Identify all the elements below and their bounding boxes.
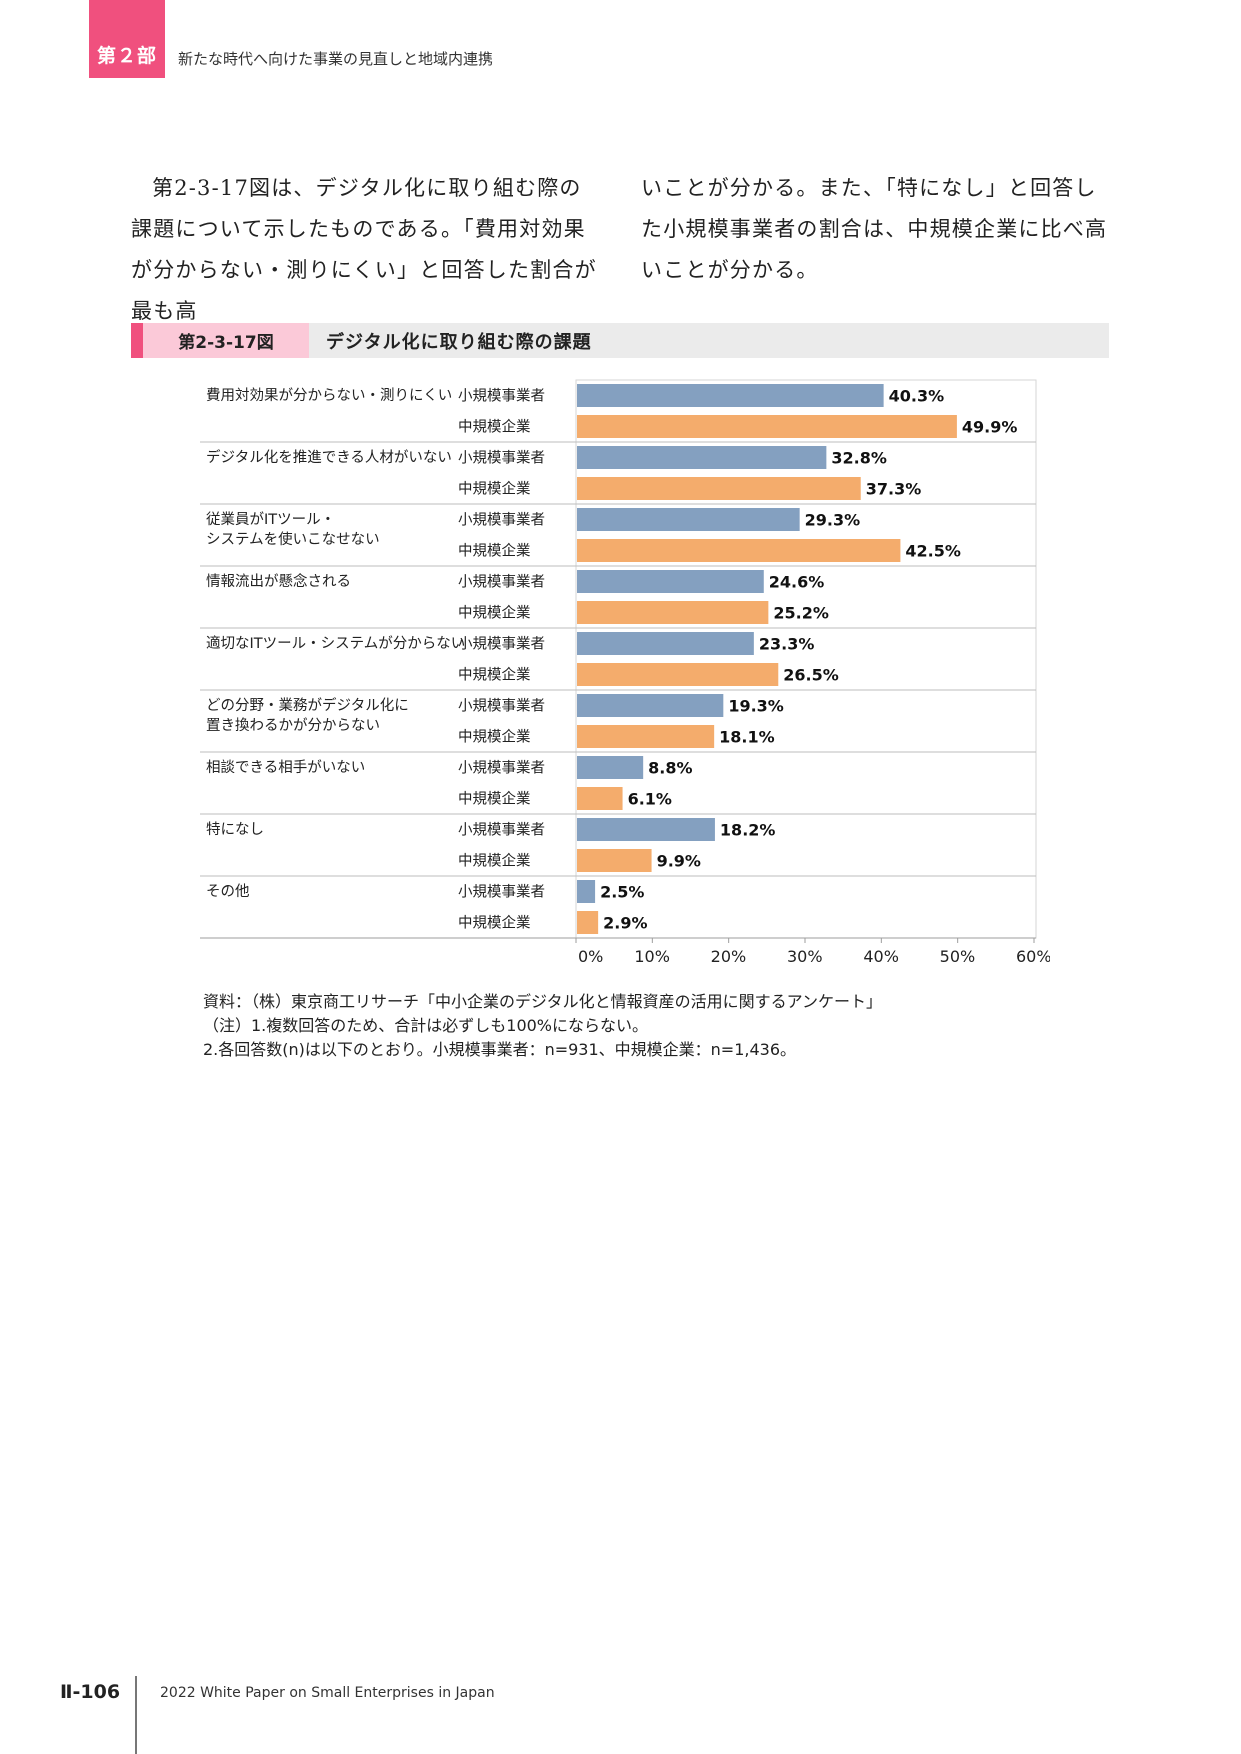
bar [577, 911, 599, 934]
category-label: 情報流出が懸念される [206, 572, 351, 590]
category-label: どの分野・業務がデジタル化に [206, 696, 409, 714]
category-label: 特になし [206, 821, 264, 838]
bar [577, 477, 861, 500]
series-label: 中規模企業 [458, 542, 531, 560]
footer-title: 2022 White Paper on Small Enterprises in… [160, 1685, 495, 1701]
x-tick-label: 0% [578, 947, 603, 966]
series-label: 小規模事業者 [458, 760, 545, 777]
x-tick-label: 40% [863, 947, 899, 966]
part-title: 新たな時代へ向けた事業の見直しと地域内連携 [178, 50, 494, 68]
category-label: 費用対効果が分からない・測りにくい [206, 387, 452, 404]
bar [577, 663, 779, 686]
bar [577, 818, 715, 841]
bar [577, 694, 724, 717]
bar [577, 384, 884, 407]
data-label: 24.6% [769, 573, 825, 592]
body-text-right: いことが分かる。また、「特になし」と回答した小規模事業者の割合は、中規模企業に比… [641, 176, 1108, 282]
data-label: 25.2% [773, 604, 829, 623]
category-label: システムを使いこなせない [206, 531, 380, 548]
notes: 資料：（株）東京商工リサーチ「中小企業のデジタル化と情報資産の活用に関するアンケ… [203, 990, 882, 1062]
bar [577, 756, 644, 779]
category-label: 従業員がITツール・ [206, 511, 335, 528]
bar [577, 570, 764, 593]
bar [577, 849, 652, 872]
x-tick-label: 60% [1016, 947, 1050, 966]
category-label: 置き換わるかが分からない [206, 717, 380, 734]
figure-header: 第2-3-17図 デジタル化に取り組む際の課題 [131, 323, 1109, 358]
data-label: 32.8% [831, 449, 887, 468]
category-label: 適切なITツール・システムが分からない [206, 634, 465, 652]
figure-accent-bar [131, 323, 143, 358]
bar [577, 787, 623, 810]
source-note: 資料：（株）東京商工リサーチ「中小企業のデジタル化と情報資産の活用に関するアンケ… [203, 992, 883, 1011]
series-label: 中規模企業 [458, 914, 531, 932]
series-label: 小規模事業者 [458, 388, 545, 405]
category-label: その他 [206, 883, 250, 900]
data-label: 19.3% [728, 697, 784, 716]
series-label: 小規模事業者 [458, 512, 545, 529]
x-tick-label: 20% [711, 947, 747, 966]
data-label: 49.9% [962, 418, 1018, 437]
series-label: 中規模企業 [458, 604, 531, 622]
data-label: 9.9% [657, 852, 701, 871]
category-label: デジタル化を推進できる人材がいない [206, 448, 452, 466]
body-text-left: 第2-3-17図は、デジタル化に取り組む際の課題について示したものである。「費用… [131, 176, 597, 323]
figure-number: 第2-3-17図 [143, 323, 309, 358]
data-label: 2.5% [600, 883, 644, 902]
part-tab: 第２部 [89, 0, 165, 78]
category-label: 相談できる相手がいない [206, 759, 365, 776]
bar [577, 880, 596, 903]
series-label: 小規模事業者 [458, 574, 545, 591]
x-tick-label: 10% [634, 947, 670, 966]
series-label: 小規模事業者 [458, 636, 545, 653]
series-label: 中規模企業 [458, 666, 531, 684]
data-label: 18.2% [720, 821, 776, 840]
data-label: 8.8% [648, 759, 692, 778]
data-label: 18.1% [719, 728, 775, 747]
bar [577, 632, 754, 655]
x-tick-label: 30% [787, 947, 823, 966]
series-label: 中規模企業 [458, 852, 531, 870]
data-label: 42.5% [905, 542, 961, 561]
series-label: 中規模企業 [458, 790, 531, 808]
series-label: 小規模事業者 [458, 450, 545, 467]
series-label: 中規模企業 [458, 418, 531, 436]
series-label: 小規模事業者 [458, 698, 545, 715]
series-label: 小規模事業者 [458, 884, 545, 901]
data-label: 37.3% [866, 480, 922, 499]
bar [577, 446, 827, 469]
page-number: Ⅱ-106 [60, 1681, 121, 1703]
bar [577, 539, 901, 562]
note-1: （注）1.複数回答のため、合計は必ずしも100%にならない。 [203, 1016, 649, 1035]
bar [577, 725, 715, 748]
data-label: 23.3% [759, 635, 815, 654]
data-label: 6.1% [628, 790, 672, 809]
series-label: 中規模企業 [458, 480, 531, 498]
data-label: 40.3% [889, 387, 945, 406]
data-label: 29.3% [805, 511, 861, 530]
series-label: 中規模企業 [458, 728, 531, 746]
bar [577, 508, 800, 531]
data-label: 2.9% [603, 914, 647, 933]
x-tick-label: 50% [940, 947, 976, 966]
note-2: 2.各回答数(n)は以下のとおり。小規模事業者：n=931、中規模企業：n=1,… [203, 1040, 797, 1059]
bar [577, 601, 769, 624]
footer-divider [135, 1676, 137, 1754]
figure-title: デジタル化に取り組む際の課題 [326, 331, 592, 353]
data-label: 26.5% [783, 666, 839, 685]
series-label: 小規模事業者 [458, 822, 545, 839]
bar-chart: 費用対効果が分からない・測りにくい 小規模事業者 40.3%中規模企業 49.9%デジ… [200, 379, 1050, 966]
bar [577, 415, 957, 438]
